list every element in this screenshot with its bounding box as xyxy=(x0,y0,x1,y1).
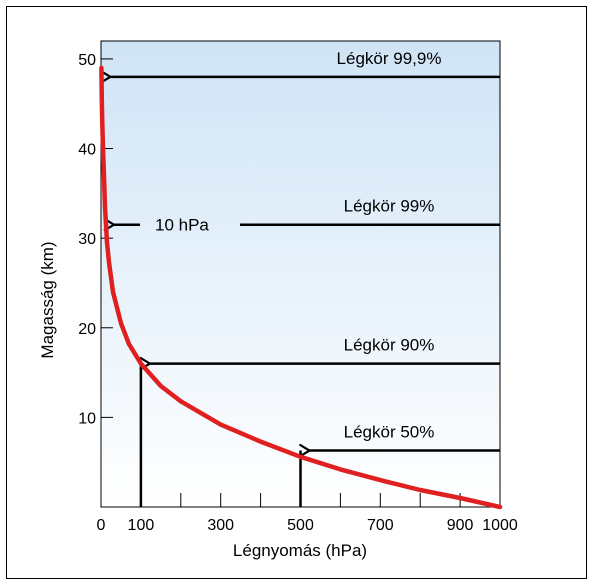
pressure-label: 10 hPa xyxy=(155,216,209,235)
annotation-label: Légkör 90% xyxy=(344,336,435,355)
curve-layer xyxy=(99,65,503,510)
x-tick-label: 100 xyxy=(128,517,155,534)
y-tick-label: 40 xyxy=(78,142,96,159)
annotations: Légkör 99,9% 10 hPa Légkör 99% Légkör 90% Lé… xyxy=(110,49,500,507)
y-axis-label: Magasság (km) xyxy=(38,241,57,358)
x-tick-label: 700 xyxy=(367,517,394,534)
y-tick-label: 20 xyxy=(78,321,96,338)
y-tick-label: 50 xyxy=(78,52,96,69)
x-tick-label: 0 xyxy=(97,517,106,534)
y-axis-ticks: 10 20 30 40 50 xyxy=(78,52,113,427)
annotation-label: Légkör 99,9% xyxy=(337,49,442,68)
x-tick-label: 300 xyxy=(207,517,234,534)
x-tick-label: 500 xyxy=(287,517,314,534)
y-tick-label: 30 xyxy=(78,231,96,248)
x-axis-ticks: 0 100 300 500 700 900 1000 xyxy=(97,493,518,534)
annotation-label: Légkör 99% xyxy=(344,197,435,216)
annotation-label: Légkör 50% xyxy=(344,423,435,442)
x-tick-label: 1000 xyxy=(482,517,518,534)
y-tick-label: 10 xyxy=(78,410,96,427)
x-tick-label: 900 xyxy=(447,517,474,534)
plot-background xyxy=(100,40,501,508)
pressure-altitude-curve xyxy=(99,65,503,510)
x-axis-label: Légnyomás (hPa) xyxy=(233,541,367,560)
